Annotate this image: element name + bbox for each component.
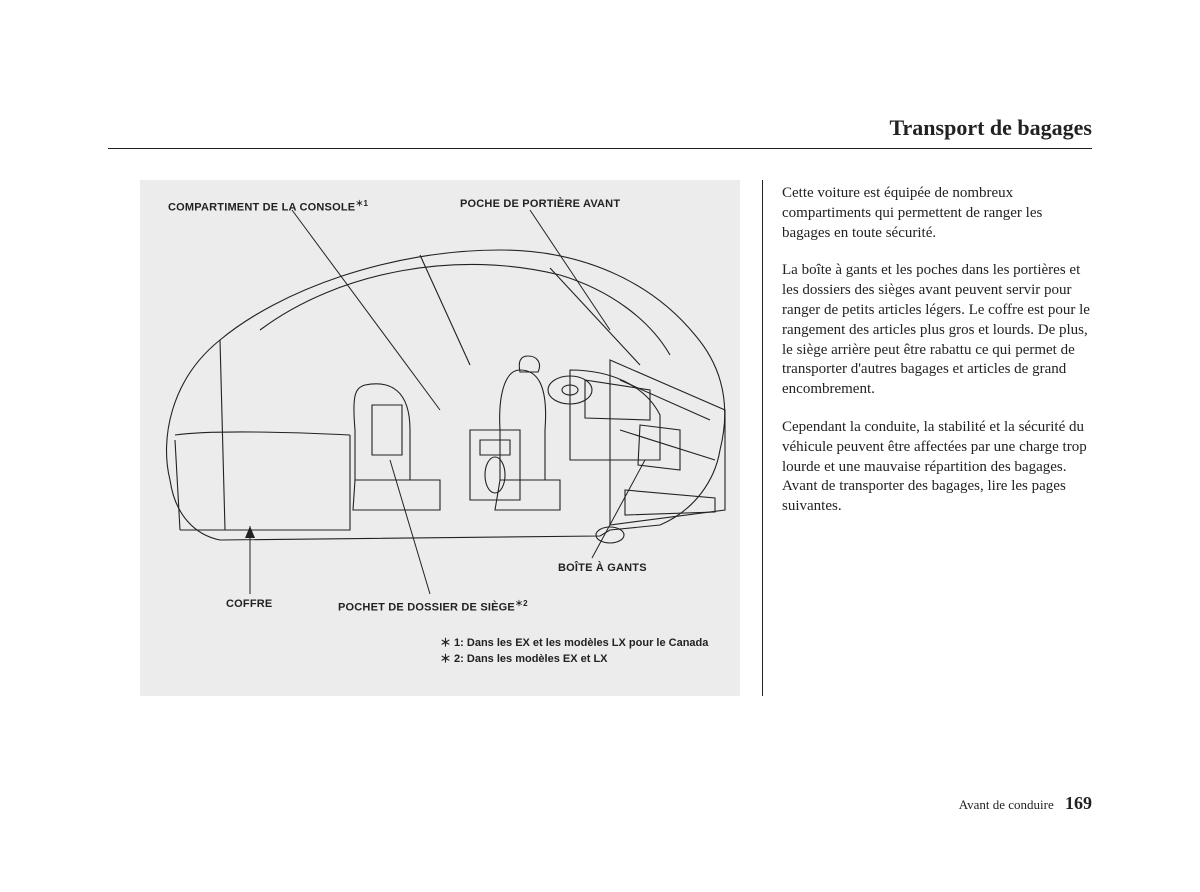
callout-seatback: POCHET DE DOSSIER DE SIÈGE＊2 <box>338 598 528 614</box>
paragraph-1: Cette voiture est équipée de nombreux co… <box>782 184 1092 243</box>
callout-console-text: COMPARTIMENT DE LA CONSOLE <box>168 202 355 214</box>
callout-console: COMPARTIMENT DE LA CONSOLE＊1 <box>168 198 368 214</box>
vertical-divider <box>762 180 763 696</box>
callout-glovebox: BOÎTE À GANTS <box>558 562 647 574</box>
page-number: 169 <box>1065 793 1092 813</box>
footnote-2: ＊ 2: Dans les modèles EX et LX <box>440 650 608 666</box>
callout-console-sup: ＊1 <box>355 199 368 208</box>
section-label: Avant de conduire <box>959 797 1054 812</box>
callout-door-pocket: POCHE DE PORTIÈRE AVANT <box>460 198 620 210</box>
footnote-1: ＊ 1: Dans les EX et les modèles LX pour … <box>440 634 708 650</box>
callout-seatback-sup: ＊2 <box>515 599 528 608</box>
callout-trunk: COFFRE <box>226 598 272 610</box>
paragraph-2: La boîte à gants et les poches dans les … <box>782 261 1092 400</box>
car-cutaway-illustration <box>140 180 740 696</box>
page-footer: Avant de conduire 169 <box>959 793 1092 814</box>
page-title: Transport de bagages <box>890 115 1093 141</box>
body-text: Cette voiture est équipée de nombreux co… <box>782 184 1092 535</box>
callout-seatback-text: POCHET DE DOSSIER DE SIÈGE <box>338 602 515 614</box>
title-rule <box>108 148 1092 149</box>
diagram-panel: COMPARTIMENT DE LA CONSOLE＊1 POCHE DE PO… <box>140 180 740 696</box>
paragraph-3: Cependant la conduite, la stabilité et l… <box>782 418 1092 517</box>
